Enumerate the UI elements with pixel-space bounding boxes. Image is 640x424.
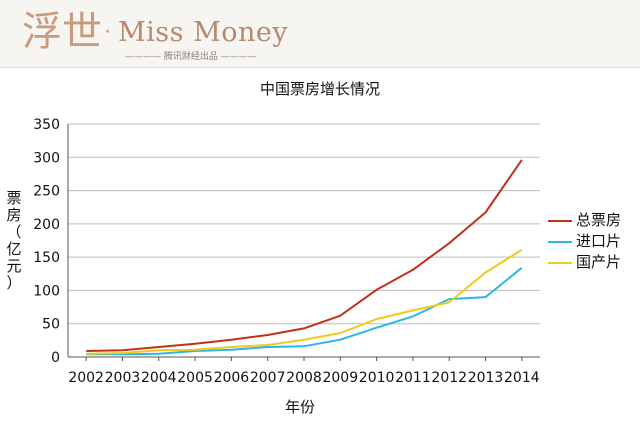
x-tick-label: 2010 [359, 370, 395, 386]
series-line [86, 248, 523, 355]
x-tick-label: 2013 [468, 370, 504, 386]
brand-logo-glyph: 浮世 [22, 9, 102, 55]
y-tick-label: 50 [42, 317, 60, 333]
x-tick-label: 2002 [68, 370, 104, 386]
y-tick-label: 350 [33, 117, 60, 133]
chart-title: 中国票房增长情况 [259, 80, 380, 98]
legend-label: 国产片 [576, 253, 622, 271]
y-tick-label: 300 [33, 150, 60, 166]
y-tick-label: 0 [51, 350, 60, 366]
x-tick-label: 2005 [177, 370, 213, 386]
x-tick-label: 2011 [395, 370, 431, 386]
y-axis-label: 票房（亿元） [2, 190, 26, 292]
x-tick-label: 2004 [141, 370, 177, 386]
chart-legend: 总票房 进口片 国产片 [548, 210, 638, 273]
legend-label: 总票房 [576, 211, 622, 229]
brand-logo-text: Miss Money [118, 17, 289, 48]
legend-item: 进口片 [548, 231, 638, 252]
legend-swatch [548, 241, 572, 243]
x-tick-label: 2003 [105, 370, 141, 386]
x-tick-label: 2009 [322, 370, 358, 386]
x-tick-label: 2007 [250, 370, 286, 386]
x-tick-label: 2012 [431, 370, 467, 386]
y-tick-label: 150 [33, 250, 60, 266]
legend-item: 国产片 [548, 252, 638, 273]
y-axis-label-text: 票房（亿元） [6, 189, 22, 292]
x-tick-label: 2006 [214, 370, 250, 386]
y-tick-label: 200 [33, 217, 60, 233]
legend-swatch [548, 262, 572, 264]
header-banner: 浮世 · Miss Money ———— 腾讯财经出品 ———— [0, 0, 640, 68]
y-tick-label: 100 [33, 283, 60, 299]
legend-item: 总票房 [548, 210, 638, 231]
series-line [86, 267, 523, 356]
x-tick-label: 2008 [286, 370, 322, 386]
series-line [86, 159, 523, 352]
x-axis-label: 年份 [284, 398, 315, 416]
x-tick-label: 2014 [504, 370, 540, 386]
legend-swatch [548, 220, 572, 222]
legend-label: 进口片 [576, 232, 622, 250]
brand-logo-subtitle: ———— 腾讯财经出品 ———— [125, 52, 257, 62]
brand-logo-dot: · [104, 20, 111, 45]
y-tick-label: 250 [33, 184, 60, 200]
